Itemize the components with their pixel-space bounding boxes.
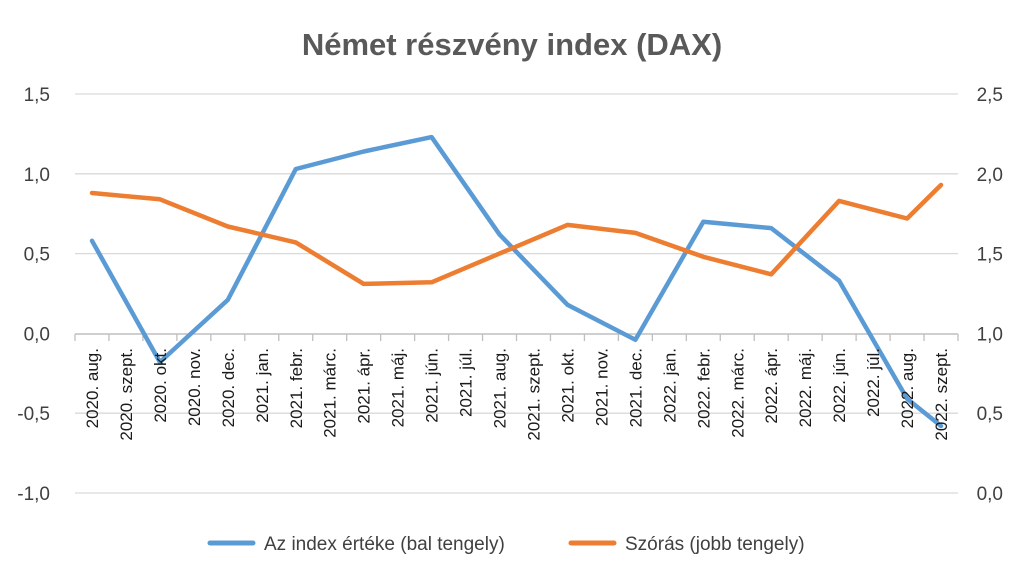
category-label: 2020. dec. (219, 348, 238, 427)
gridlines (74, 93, 959, 494)
category-label: 2022. ápr. (762, 348, 781, 424)
right-tick-label: 0,0 (977, 484, 1003, 505)
category-label: 2021. aug. (491, 348, 510, 428)
category-label: 2021. ápr. (355, 348, 374, 424)
series-line-std (89, 182, 944, 287)
category-label: 2020. aug. (83, 348, 102, 428)
series-layer (89, 134, 944, 429)
left-tick-label: -1,0 (17, 484, 50, 505)
left-tick-label: -0,5 (17, 404, 50, 425)
category-label: 2020. szept. (117, 348, 136, 441)
category-label: 2021. febr. (287, 348, 306, 428)
left-axis-ticks: -1,0 -0,5 0,0 0,5 1,0 1,5 (17, 85, 50, 505)
category-label: 2020. nov. (185, 348, 204, 426)
left-tick-label: 0,0 (24, 324, 50, 345)
category-label: 2022. szept. (932, 348, 951, 441)
category-label: 2022. júl. (864, 348, 883, 417)
category-label: 2022. jún. (830, 348, 849, 423)
category-label: 2021. jan. (253, 348, 272, 423)
right-axis-ticks: 0,0 0,5 1,0 1,5 2,0 2,5 (977, 85, 1003, 505)
category-label: 2021. júl. (457, 348, 476, 417)
left-tick-label: 1,0 (24, 165, 50, 186)
category-label: 2021. máj. (389, 348, 408, 427)
category-label: 2022. máj. (796, 348, 815, 427)
category-label: 2021. márc. (321, 348, 340, 438)
chart-title: Német részvény index (DAX) (302, 27, 722, 62)
legend-label-std: Szórás (jobb tengely) (625, 534, 805, 555)
legend: Az index értéke (bal tengely) Szórás (jo… (207, 534, 805, 555)
right-tick-label: 1,5 (977, 245, 1003, 266)
category-label: 2021. szept. (524, 348, 543, 441)
right-tick-label: 2,5 (977, 85, 1003, 106)
series-line-index (89, 134, 944, 429)
category-label: 2021. jún. (423, 348, 442, 423)
left-tick-label: 0,5 (24, 245, 50, 266)
category-labels: 2020. aug. 2020. szept. 2020. okt. 2020. no… (83, 348, 951, 441)
category-label: 2020. okt. (151, 348, 170, 423)
category-label: 2022. aug. (898, 348, 917, 428)
category-label: 2022. márc. (728, 348, 747, 438)
left-tick-label: 1,5 (24, 85, 50, 106)
category-label: 2021. nov. (592, 348, 611, 426)
legend-label-index: Az index értéke (bal tengely) (264, 534, 505, 555)
category-label: 2022. febr. (694, 348, 713, 428)
category-label: 2021. dec. (626, 348, 645, 427)
right-tick-label: 0,5 (977, 404, 1003, 425)
right-tick-label: 2,0 (977, 165, 1003, 186)
right-tick-label: 1,0 (977, 324, 1003, 345)
category-label: 2022. jan. (660, 348, 679, 423)
category-label: 2021. okt. (558, 348, 577, 423)
